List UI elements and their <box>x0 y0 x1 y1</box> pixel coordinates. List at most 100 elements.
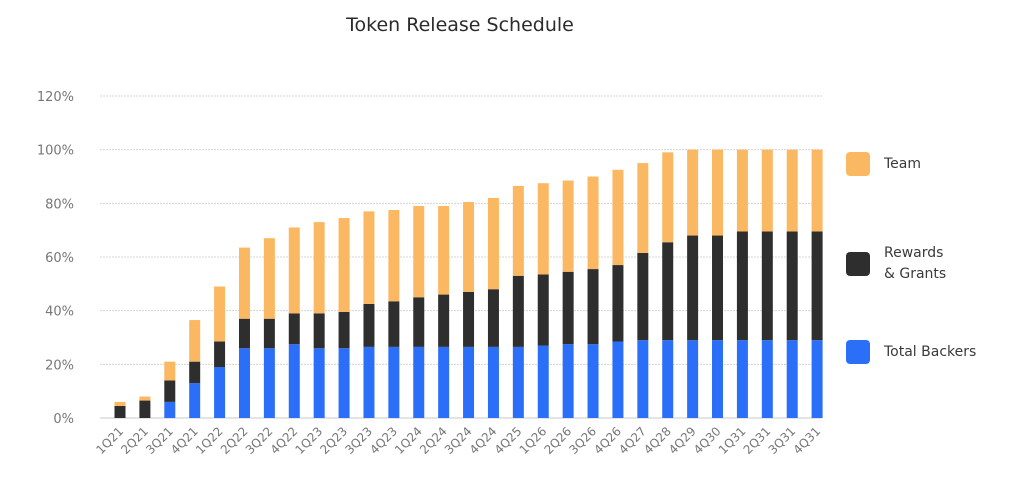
bar-segment <box>811 149 823 232</box>
x-tick-label: 4Q25 <box>492 424 525 457</box>
bar-segment <box>736 340 748 418</box>
legend-swatch-team <box>846 152 870 176</box>
bar-segment <box>562 271 574 345</box>
bar-segment <box>438 346 450 418</box>
x-tick-label: 2Q22 <box>218 424 251 457</box>
y-tick-label: 40% <box>45 305 74 320</box>
bar-segment <box>712 235 724 341</box>
bar-segment <box>388 210 400 302</box>
x-tick-label: 3Q21 <box>143 424 176 457</box>
bar-segment <box>189 320 201 362</box>
bar-segment <box>512 275 524 347</box>
bar-segment <box>363 346 375 418</box>
bar-segment <box>537 183 549 275</box>
x-tick-label: 1Q21 <box>93 424 126 457</box>
x-tick-label: 4Q27 <box>616 424 649 457</box>
bar-segment <box>413 206 425 298</box>
bar-segment <box>587 176 599 270</box>
x-tick-label: 4Q30 <box>691 424 724 457</box>
bar-segment <box>463 291 475 347</box>
bar-segment <box>537 345 549 418</box>
bar-segment <box>313 348 325 418</box>
bar-segment <box>263 238 275 319</box>
x-tick-label: 2Q24 <box>417 424 450 457</box>
bar-segment <box>388 346 400 418</box>
bar-segment <box>662 340 674 418</box>
bar-segment <box>363 211 375 304</box>
bar-segment <box>189 383 201 418</box>
bar-segment <box>338 218 350 313</box>
bar-segment <box>438 294 450 347</box>
bar-segment <box>313 222 325 314</box>
bar-segment <box>288 313 300 345</box>
bar-segment <box>438 206 450 295</box>
bar-segment <box>263 318 275 349</box>
bar-segment <box>587 269 599 345</box>
bar-segment <box>214 286 226 342</box>
bar-segment <box>214 341 226 368</box>
bar-segment <box>512 346 524 418</box>
bar-segment <box>238 247 250 319</box>
bar-segment <box>363 303 375 347</box>
bar-segment <box>139 396 151 401</box>
x-tick-label: 3Q26 <box>566 424 599 457</box>
y-tick-label: 20% <box>45 358 74 373</box>
bar-segment <box>587 344 599 418</box>
bar-segment <box>263 348 275 418</box>
bar-segment <box>139 400 151 418</box>
bar-segment <box>736 231 748 341</box>
y-tick-label: 0% <box>53 412 74 427</box>
bar-segment <box>786 149 798 232</box>
x-tick-label: 4Q22 <box>268 424 301 457</box>
x-tick-label: 4Q31 <box>790 424 823 457</box>
bar-segment <box>761 340 773 418</box>
bar-segment <box>238 318 250 349</box>
x-tick-label: 4Q26 <box>591 424 624 457</box>
bar-segment <box>687 149 699 236</box>
bar-segment <box>637 163 649 253</box>
legend-item-rewards-grants: Rewards & Grants <box>846 243 946 285</box>
bar-segment <box>114 405 126 418</box>
y-tick-label: 80% <box>45 197 74 212</box>
bar-segment <box>612 341 624 418</box>
x-tick-label: 1Q22 <box>193 424 226 457</box>
bar-segment <box>413 346 425 418</box>
chart-title: Token Release Schedule <box>346 14 574 36</box>
bar-segment <box>537 274 549 346</box>
bar-segment <box>164 380 176 402</box>
bar-segment <box>189 361 201 384</box>
bar-segment <box>487 289 499 347</box>
x-tick-label: 3Q24 <box>442 424 475 457</box>
bar-segment <box>164 401 176 418</box>
x-tick-label: 1Q26 <box>517 424 550 457</box>
bar-segment <box>413 297 425 347</box>
y-tick-label: 100% <box>37 144 74 159</box>
bar-segment <box>487 197 499 290</box>
legend-label-team: Team <box>884 155 922 172</box>
x-tick-label: 3Q22 <box>243 424 276 457</box>
x-tick-label: 4Q23 <box>367 424 400 457</box>
bar-segment <box>114 401 126 406</box>
bar-segment <box>338 348 350 418</box>
bar-segment <box>761 149 773 232</box>
bar-segment <box>637 252 649 341</box>
bar-segment <box>562 180 574 272</box>
bar-segment <box>562 344 574 418</box>
bar-segment <box>761 231 773 341</box>
bar-segment <box>712 149 724 236</box>
bar-segment <box>463 201 475 292</box>
bar-segment <box>214 367 226 418</box>
bar-segment <box>612 265 624 342</box>
legend-item-team: Team <box>846 152 921 176</box>
x-tick-label: 4Q24 <box>467 424 500 457</box>
bar-segment <box>463 346 475 418</box>
x-tick-label: 2Q26 <box>541 424 574 457</box>
x-tick-label: 1Q23 <box>293 424 326 457</box>
bar-segment <box>637 340 649 418</box>
bar-segment <box>338 312 350 349</box>
legend-label-total-backers: Total Backers <box>884 343 977 360</box>
bar-segment <box>238 348 250 418</box>
bar-segment <box>612 169 624 266</box>
bar-segment <box>687 235 699 341</box>
